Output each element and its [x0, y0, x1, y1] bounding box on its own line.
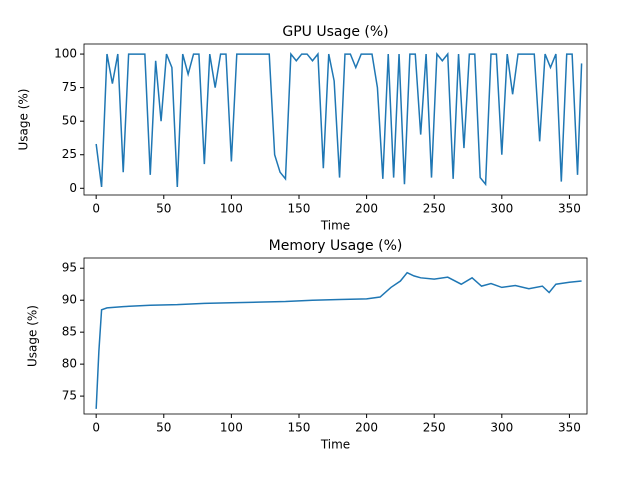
- x-tick-label: 50: [156, 421, 171, 435]
- chart-title: Memory Usage (%): [269, 238, 403, 254]
- x-tick-label: 150: [288, 421, 311, 435]
- axes-frame: [83, 43, 588, 196]
- y-tick-label: 90: [62, 293, 77, 307]
- y-tick-label: 85: [62, 325, 77, 339]
- y-axis-label: Usage (%): [17, 89, 31, 151]
- x-tick-label: 200: [355, 421, 378, 435]
- x-tick-label: 0: [92, 202, 100, 216]
- y-tick-label: 75: [62, 389, 77, 403]
- x-axis-label: Time: [320, 219, 350, 233]
- chart-title: GPU Usage (%): [282, 24, 388, 40]
- x-tick-label: 150: [288, 202, 311, 216]
- x-tick-label: 100: [220, 421, 243, 435]
- x-tick-label: 200: [355, 202, 378, 216]
- y-tick-label: 25: [62, 147, 77, 161]
- x-tick-label: 350: [558, 421, 581, 435]
- data-line: [95, 52, 583, 188]
- x-tick-label: 100: [220, 202, 243, 216]
- axes-frame: [83, 257, 588, 415]
- y-tick-label: 80: [62, 357, 77, 371]
- data-line: [95, 271, 582, 409]
- y-tick-label: 75: [62, 80, 77, 94]
- y-tick-label: 100: [54, 47, 77, 61]
- x-tick-label: 250: [423, 421, 446, 435]
- x-tick-label: 50: [156, 202, 171, 216]
- y-tick-label: 0: [69, 181, 77, 195]
- x-tick-label: 300: [490, 421, 513, 435]
- y-axis-label: Usage (%): [26, 305, 40, 367]
- y-tick-label: 95: [62, 261, 77, 275]
- x-tick-label: 250: [423, 202, 446, 216]
- x-tick-label: 300: [490, 202, 513, 216]
- y-tick-label: 50: [62, 114, 77, 128]
- x-tick-label: 350: [558, 202, 581, 216]
- x-tick-label: 0: [92, 421, 100, 435]
- x-axis-label: Time: [320, 438, 350, 452]
